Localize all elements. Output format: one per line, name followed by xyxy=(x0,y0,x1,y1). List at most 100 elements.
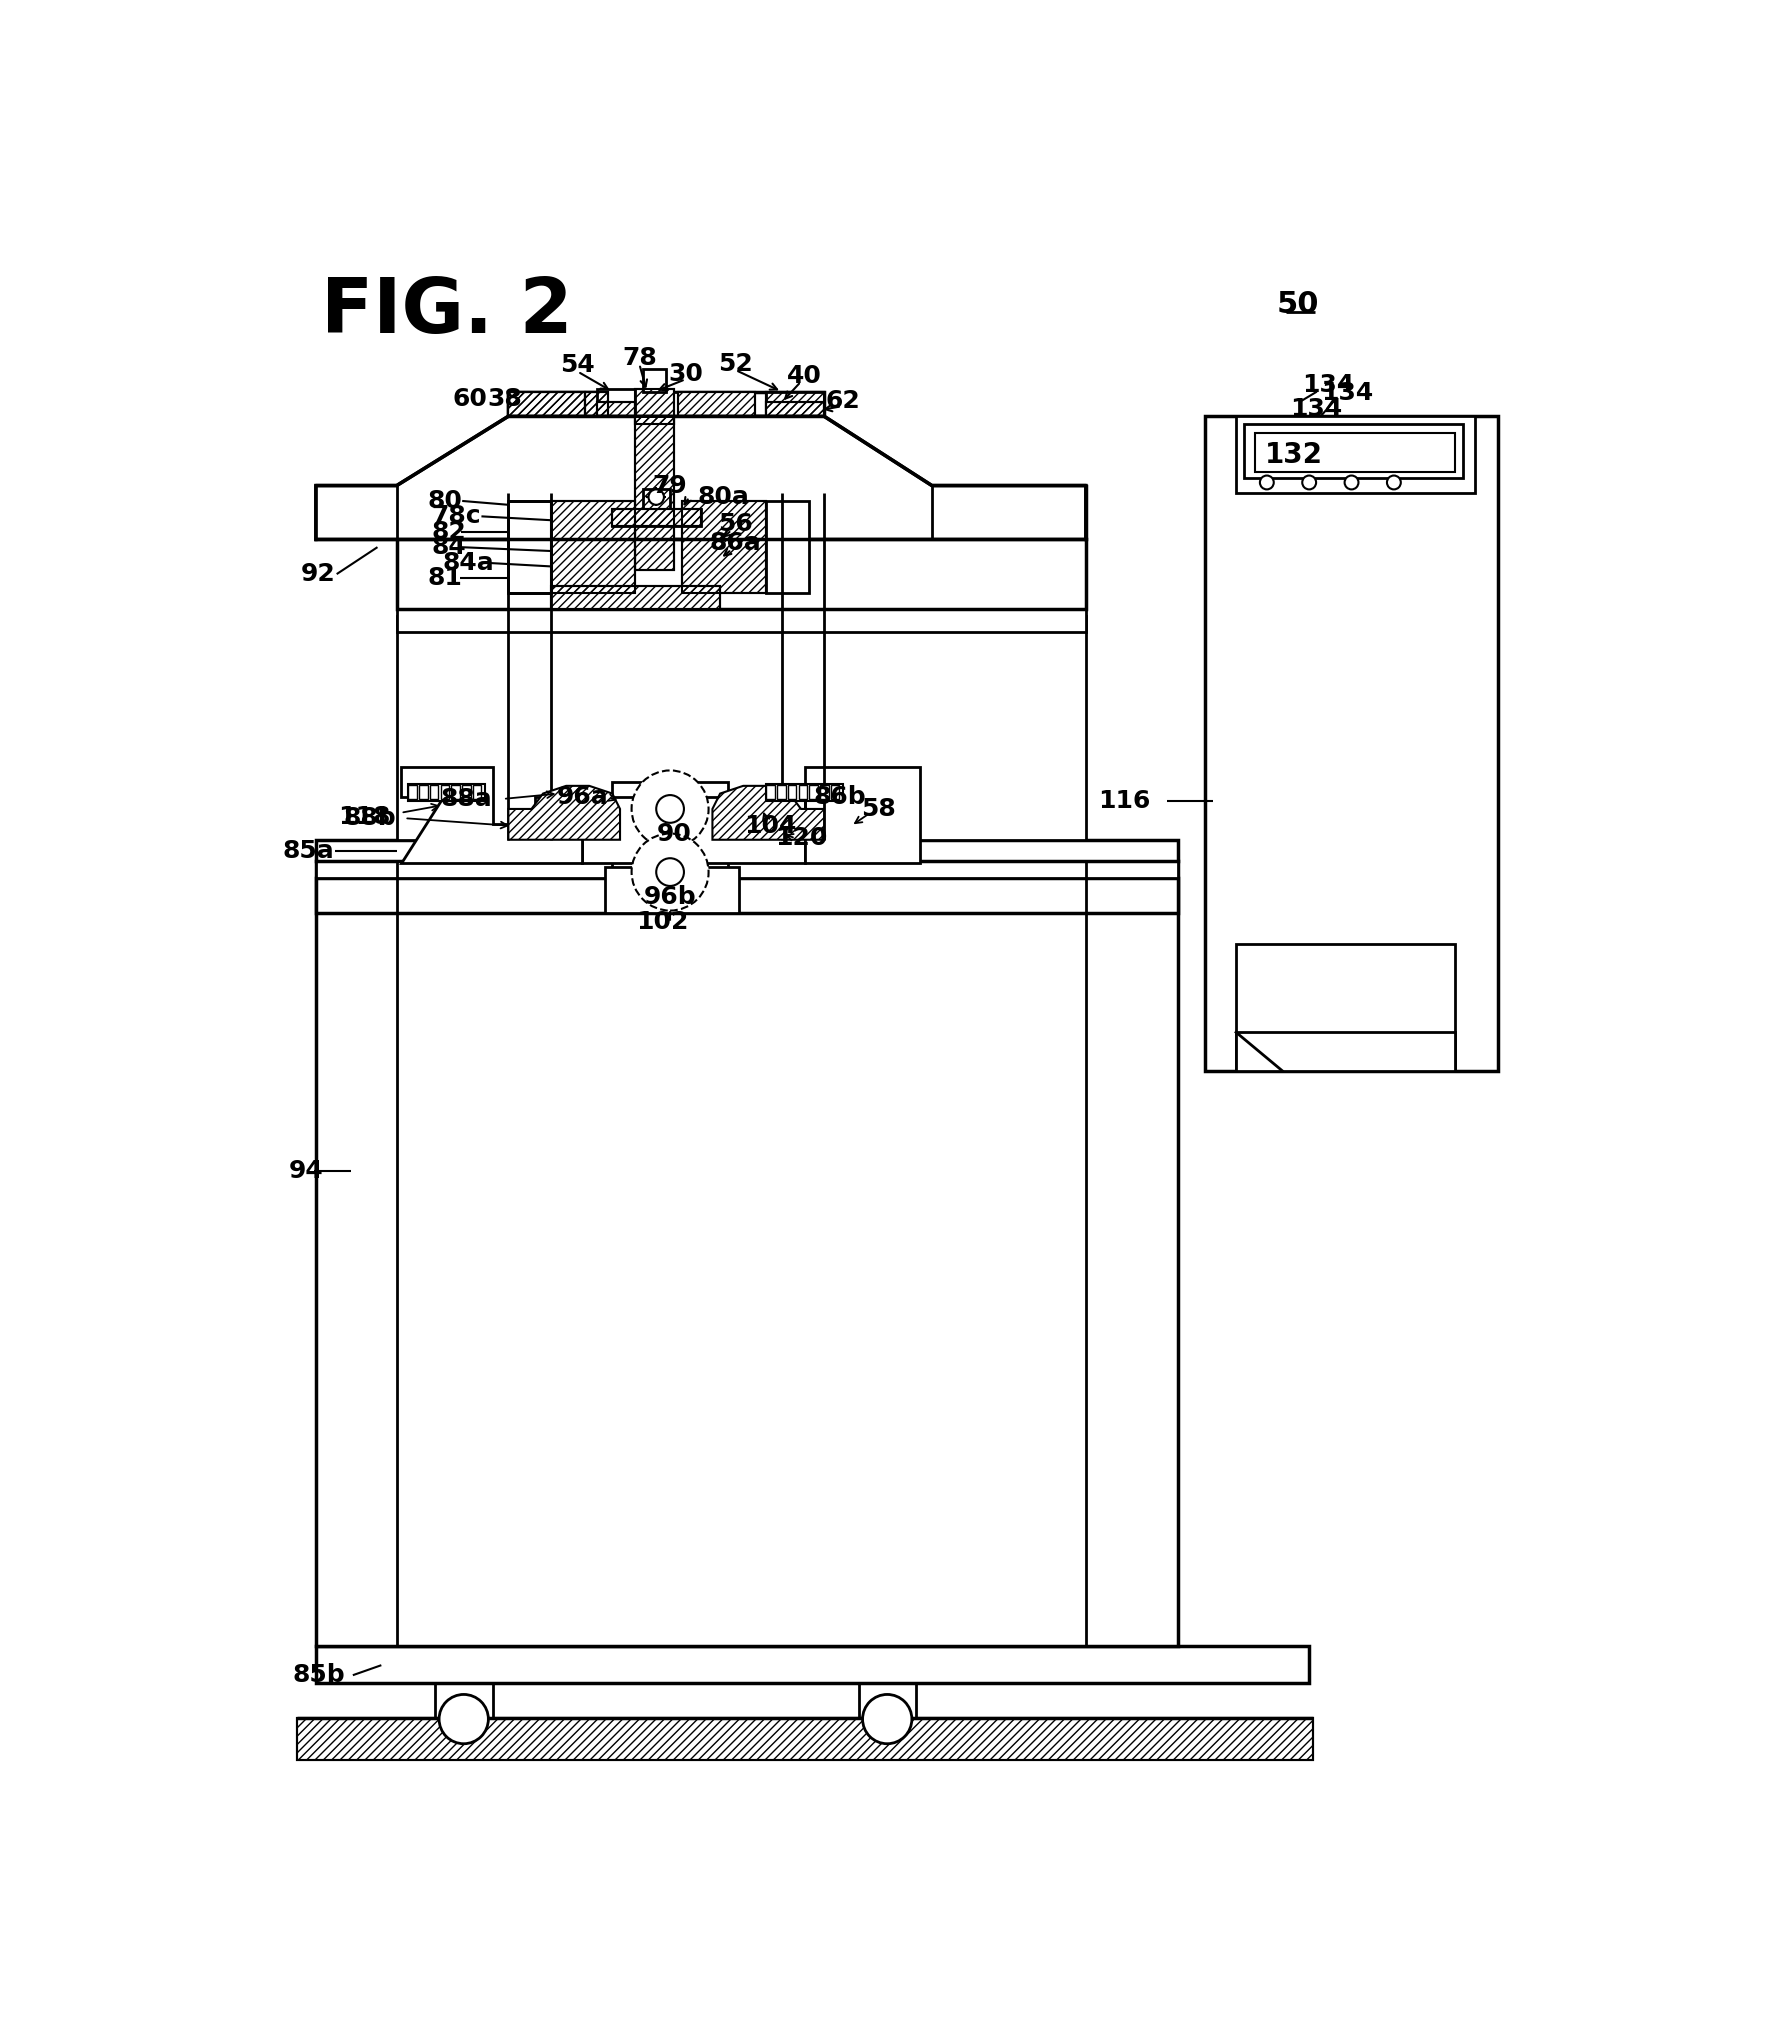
Bar xyxy=(296,1717,1312,1760)
Bar xyxy=(643,490,670,508)
Text: 78c: 78c xyxy=(431,504,481,529)
Text: 134: 134 xyxy=(1301,373,1354,397)
Bar xyxy=(315,879,1178,913)
Circle shape xyxy=(438,1695,488,1744)
Bar xyxy=(315,1646,1308,1683)
Bar xyxy=(462,786,470,800)
Bar xyxy=(611,782,727,913)
Bar xyxy=(1244,423,1463,478)
Bar xyxy=(611,508,700,526)
Bar xyxy=(634,389,674,423)
Bar xyxy=(766,500,809,593)
Bar xyxy=(508,391,608,417)
Text: 85a: 85a xyxy=(283,838,335,863)
Bar xyxy=(597,403,634,417)
Bar xyxy=(508,391,823,417)
Text: FIG. 2: FIG. 2 xyxy=(321,275,572,348)
Text: 54: 54 xyxy=(560,354,595,377)
Bar xyxy=(766,391,823,417)
Circle shape xyxy=(656,859,684,887)
Bar xyxy=(766,786,775,800)
Circle shape xyxy=(649,490,663,504)
Bar xyxy=(408,786,417,800)
Text: 84: 84 xyxy=(431,535,465,559)
Bar xyxy=(597,403,634,417)
Text: 80: 80 xyxy=(428,488,462,512)
Text: 86b: 86b xyxy=(813,786,866,810)
Text: 78: 78 xyxy=(622,346,656,371)
Bar xyxy=(472,786,481,800)
Text: 38: 38 xyxy=(486,387,522,411)
Bar xyxy=(766,403,823,417)
Text: 132: 132 xyxy=(1263,441,1322,468)
Text: 58: 58 xyxy=(861,798,895,820)
Bar xyxy=(1235,944,1454,1071)
Bar xyxy=(1235,417,1474,494)
Bar xyxy=(508,391,584,417)
Circle shape xyxy=(1344,476,1358,490)
Bar xyxy=(643,369,666,391)
Text: 102: 102 xyxy=(636,909,688,934)
Bar xyxy=(766,391,823,417)
Bar xyxy=(1205,417,1497,1071)
Bar xyxy=(681,500,766,593)
Bar xyxy=(551,500,634,593)
Bar xyxy=(397,610,1085,632)
Text: 80a: 80a xyxy=(697,486,748,508)
Text: 88b: 88b xyxy=(344,806,396,830)
Bar xyxy=(681,500,766,593)
Bar xyxy=(551,585,720,610)
Circle shape xyxy=(1260,476,1272,490)
Text: 92: 92 xyxy=(301,563,335,585)
Bar xyxy=(859,1683,916,1717)
Bar xyxy=(608,391,677,417)
Text: 134: 134 xyxy=(1288,397,1342,421)
Bar xyxy=(766,784,843,802)
Text: 96a: 96a xyxy=(558,786,609,810)
Circle shape xyxy=(631,770,707,846)
Text: 30: 30 xyxy=(668,362,702,387)
Text: 120: 120 xyxy=(775,826,827,850)
Text: 134: 134 xyxy=(1320,381,1374,405)
Polygon shape xyxy=(713,786,823,840)
Text: 94: 94 xyxy=(289,1158,324,1183)
Bar xyxy=(451,786,460,800)
Text: 52: 52 xyxy=(718,352,752,377)
Bar xyxy=(508,391,584,417)
Bar xyxy=(315,861,1178,1646)
Bar xyxy=(1255,433,1454,472)
Text: 118: 118 xyxy=(339,804,390,828)
Bar xyxy=(508,391,608,417)
Bar xyxy=(777,786,786,800)
Bar xyxy=(397,486,1085,610)
Bar xyxy=(788,786,797,800)
Polygon shape xyxy=(508,786,620,840)
Bar xyxy=(408,784,485,802)
Bar xyxy=(677,391,754,417)
Bar xyxy=(820,786,829,800)
Bar xyxy=(611,508,700,526)
Bar xyxy=(798,786,807,800)
Text: 81: 81 xyxy=(428,565,462,589)
Text: 82: 82 xyxy=(431,520,465,545)
Bar xyxy=(584,391,608,417)
Bar xyxy=(435,1683,492,1717)
Text: 60: 60 xyxy=(453,387,486,411)
Bar xyxy=(429,786,438,800)
Bar xyxy=(830,786,839,800)
Bar xyxy=(397,616,1085,840)
Text: 85b: 85b xyxy=(292,1663,346,1687)
Polygon shape xyxy=(401,767,581,863)
Text: 56: 56 xyxy=(718,512,752,537)
Bar xyxy=(766,403,823,417)
Bar xyxy=(315,840,1178,861)
Bar xyxy=(419,786,428,800)
Circle shape xyxy=(656,796,684,822)
Bar xyxy=(597,389,634,417)
Text: 79: 79 xyxy=(652,474,688,498)
Bar xyxy=(551,585,720,610)
Circle shape xyxy=(1301,476,1315,490)
Circle shape xyxy=(631,834,707,911)
Bar xyxy=(677,391,754,417)
Bar xyxy=(440,786,449,800)
